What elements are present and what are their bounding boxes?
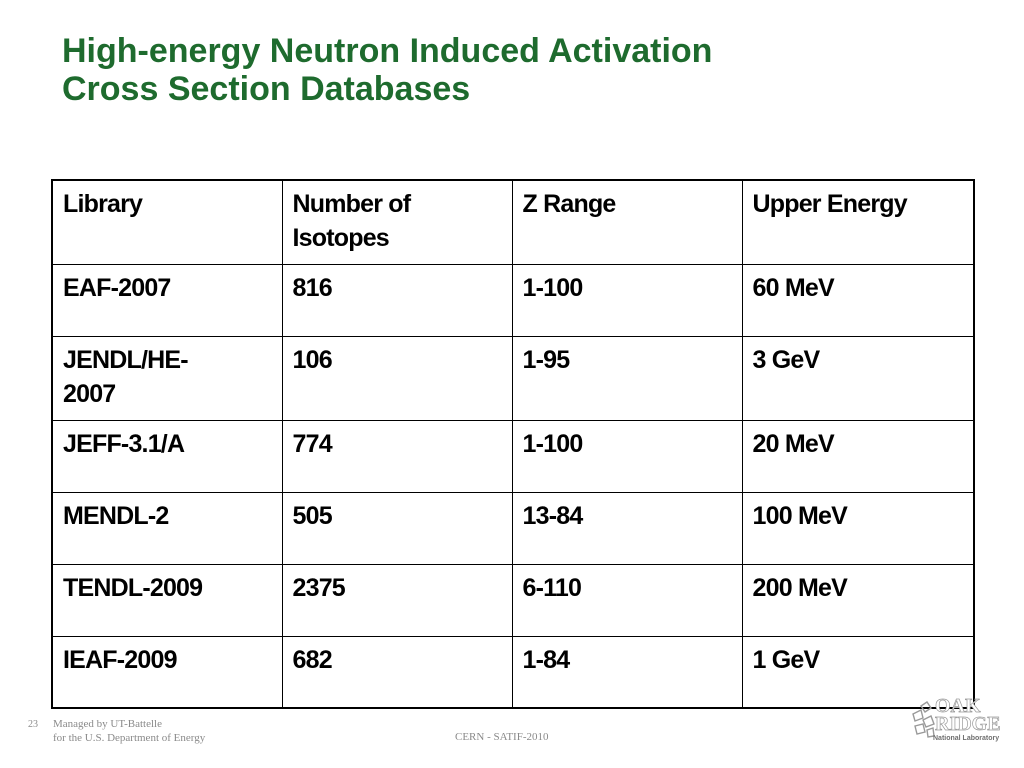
cell-library: IEAF-2009 bbox=[51, 635, 283, 709]
cell-isotopes: 682 bbox=[281, 635, 513, 709]
cell-library: JENDL/HE-2007 bbox=[51, 335, 283, 421]
database-table: Library Number of Isotopes Z Range Upper… bbox=[51, 179, 975, 709]
cell-z-range: 6-110 bbox=[511, 563, 743, 637]
table-row: EAF-2007 816 1-100 60 MeV bbox=[51, 263, 975, 337]
cell-isotopes: 2375 bbox=[281, 563, 513, 637]
cell-z-range: 13-84 bbox=[511, 491, 743, 565]
cell-z-range: 1-95 bbox=[511, 335, 743, 421]
table-row: MENDL-2 505 13-84 100 MeV bbox=[51, 491, 975, 565]
table-header-row: Library Number of Isotopes Z Range Upper… bbox=[51, 179, 975, 265]
slide-number: 23 bbox=[28, 719, 38, 730]
logo-oak-text: OAK bbox=[935, 695, 981, 718]
header-library: Library bbox=[51, 179, 283, 265]
cell-upper-energy: 20 MeV bbox=[741, 419, 975, 493]
cell-upper-energy: 200 MeV bbox=[741, 563, 975, 637]
cell-upper-energy: 60 MeV bbox=[741, 263, 975, 337]
slide-title-line2: Cross Section Databases bbox=[62, 70, 471, 108]
cell-z-range: 1-84 bbox=[511, 635, 743, 709]
table-row: JENDL/HE-2007 106 1-95 3 GeV bbox=[51, 335, 975, 421]
header-number-of-isotopes: Number of Isotopes bbox=[281, 179, 513, 265]
cell-isotopes: 816 bbox=[281, 263, 513, 337]
slide-title-line1: High-energy Neutron Induced Activation bbox=[62, 32, 713, 70]
cell-upper-energy: 100 MeV bbox=[741, 491, 975, 565]
cell-library: EAF-2007 bbox=[51, 263, 283, 337]
cell-upper-energy: 3 GeV bbox=[741, 335, 975, 421]
footer-managed-by: Managed by UT-Battelle for the U.S. Depa… bbox=[53, 717, 205, 745]
cell-library: JEFF-3.1/A bbox=[51, 419, 283, 493]
cell-library: TENDL-2009 bbox=[51, 563, 283, 637]
logo-ridge-text: RIDGE bbox=[935, 713, 1001, 736]
footer-managed-line2: for the U.S. Department of Energy bbox=[53, 732, 206, 744]
header-z-range: Z Range bbox=[511, 179, 743, 265]
footer-managed-line1: Managed by UT-Battelle bbox=[53, 718, 162, 730]
logo-national-laboratory-text: National Laboratory bbox=[933, 735, 1000, 742]
table-row: JEFF-3.1/A 774 1-100 20 MeV bbox=[51, 419, 975, 493]
slide-title: High-energy Neutron Induced Activation C… bbox=[62, 32, 962, 108]
cell-isotopes: 106 bbox=[281, 335, 513, 421]
footer-event: CERN - SATIF-2010 bbox=[455, 731, 549, 743]
cell-z-range: 1-100 bbox=[511, 263, 743, 337]
cell-z-range: 1-100 bbox=[511, 419, 743, 493]
cell-isotopes: 505 bbox=[281, 491, 513, 565]
cell-isotopes: 774 bbox=[281, 419, 513, 493]
cell-upper-energy: 1 GeV bbox=[741, 635, 975, 709]
cell-library: MENDL-2 bbox=[51, 491, 283, 565]
header-upper-energy: Upper Energy bbox=[741, 179, 975, 265]
table-row: TENDL-2009 2375 6-110 200 MeV bbox=[51, 563, 975, 637]
oak-ridge-logo-icon bbox=[912, 701, 935, 738]
table-row: IEAF-2009 682 1-84 1 GeV bbox=[51, 635, 975, 709]
